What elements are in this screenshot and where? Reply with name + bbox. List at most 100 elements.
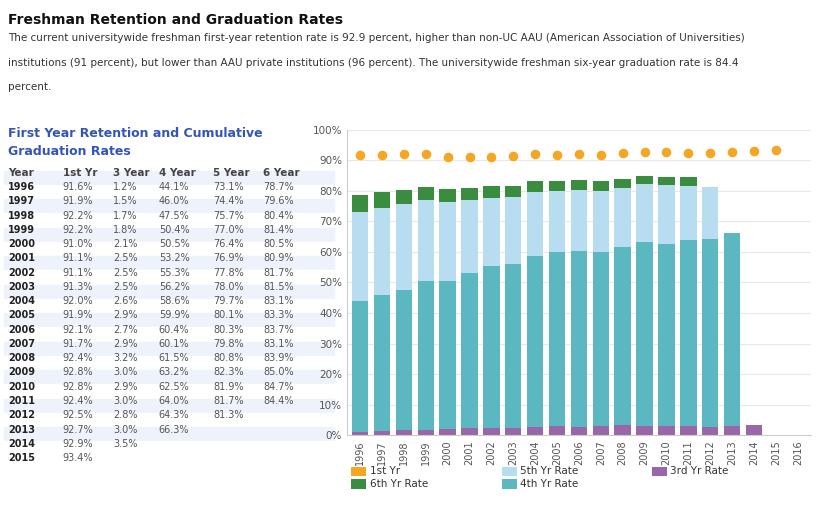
Point bbox=[638, 148, 651, 156]
Bar bbox=[527, 181, 543, 192]
Text: 76.4%: 76.4% bbox=[213, 239, 244, 249]
Bar bbox=[724, 426, 741, 435]
Bar bbox=[374, 208, 390, 295]
Point bbox=[375, 151, 389, 159]
Text: 64.3%: 64.3% bbox=[159, 410, 189, 420]
Bar bbox=[417, 187, 434, 200]
Point bbox=[616, 149, 630, 157]
Bar bbox=[483, 266, 500, 428]
Bar bbox=[440, 429, 456, 435]
Text: 79.8%: 79.8% bbox=[213, 339, 244, 349]
Text: 2012: 2012 bbox=[8, 410, 35, 420]
Bar bbox=[724, 233, 741, 426]
Text: 74.4%: 74.4% bbox=[213, 196, 244, 207]
Bar bbox=[636, 426, 653, 435]
Text: 92.9%: 92.9% bbox=[63, 439, 94, 449]
Text: 61.5%: 61.5% bbox=[159, 353, 190, 363]
Text: 66.3%: 66.3% bbox=[159, 425, 189, 435]
Text: 77.8%: 77.8% bbox=[213, 268, 244, 278]
Text: 1st Yr: 1st Yr bbox=[370, 466, 400, 476]
Bar bbox=[417, 281, 434, 430]
Bar bbox=[593, 191, 609, 251]
Text: 1.7%: 1.7% bbox=[113, 211, 137, 221]
Text: 92.0%: 92.0% bbox=[63, 296, 94, 306]
Bar bbox=[658, 427, 675, 435]
Bar bbox=[614, 426, 631, 435]
Text: 92.4%: 92.4% bbox=[63, 396, 94, 406]
Point bbox=[354, 151, 367, 159]
Bar bbox=[702, 187, 718, 239]
Text: 81.9%: 81.9% bbox=[213, 382, 243, 392]
Text: 78.7%: 78.7% bbox=[263, 182, 294, 192]
Point bbox=[594, 151, 608, 159]
Bar bbox=[395, 290, 412, 430]
Bar bbox=[440, 202, 456, 281]
Text: 2003: 2003 bbox=[8, 282, 35, 292]
Bar bbox=[702, 427, 718, 435]
Bar bbox=[505, 186, 522, 197]
Text: 81.7%: 81.7% bbox=[213, 396, 244, 406]
Bar bbox=[571, 180, 587, 190]
Text: 4th Yr Rate: 4th Yr Rate bbox=[520, 479, 579, 489]
Text: 2015: 2015 bbox=[8, 453, 35, 463]
Text: 81.4%: 81.4% bbox=[263, 225, 293, 235]
Text: 2.9%: 2.9% bbox=[113, 382, 137, 392]
Text: 2.8%: 2.8% bbox=[113, 410, 137, 420]
Bar bbox=[352, 300, 369, 432]
Bar bbox=[461, 188, 477, 201]
Bar bbox=[549, 181, 565, 190]
Bar bbox=[352, 195, 369, 212]
Point bbox=[681, 149, 695, 157]
Text: 3rd Yr Rate: 3rd Yr Rate bbox=[670, 466, 729, 476]
Bar bbox=[549, 252, 565, 427]
Bar bbox=[527, 427, 543, 435]
Text: 46.0%: 46.0% bbox=[159, 196, 189, 207]
Point bbox=[463, 153, 477, 161]
Bar bbox=[395, 190, 412, 204]
Text: 2.5%: 2.5% bbox=[113, 268, 137, 278]
Bar bbox=[614, 179, 631, 188]
Text: 62.5%: 62.5% bbox=[159, 382, 190, 392]
Text: 3.0%: 3.0% bbox=[113, 367, 137, 378]
Bar bbox=[636, 184, 653, 242]
Text: 92.2%: 92.2% bbox=[63, 225, 94, 235]
Text: 91.9%: 91.9% bbox=[63, 196, 93, 207]
Text: 92.7%: 92.7% bbox=[63, 425, 94, 435]
Text: 2008: 2008 bbox=[8, 353, 35, 363]
Text: 91.1%: 91.1% bbox=[63, 268, 93, 278]
Bar bbox=[527, 256, 543, 427]
Text: 2011: 2011 bbox=[8, 396, 35, 406]
Bar bbox=[374, 431, 390, 435]
Text: First Year Retention and Cumulative: First Year Retention and Cumulative bbox=[8, 127, 263, 140]
Text: 83.9%: 83.9% bbox=[263, 353, 293, 363]
Text: 91.9%: 91.9% bbox=[63, 310, 93, 321]
Text: 2001: 2001 bbox=[8, 253, 35, 264]
Text: 2.5%: 2.5% bbox=[113, 253, 137, 264]
Text: 1996: 1996 bbox=[8, 182, 35, 192]
Point bbox=[660, 148, 673, 156]
Text: 3.0%: 3.0% bbox=[113, 396, 137, 406]
Text: 2000: 2000 bbox=[8, 239, 35, 249]
Text: 56.2%: 56.2% bbox=[159, 282, 190, 292]
Bar bbox=[593, 251, 609, 427]
Text: 3.2%: 3.2% bbox=[113, 353, 137, 363]
Point bbox=[572, 150, 585, 158]
Text: 2002: 2002 bbox=[8, 268, 35, 278]
Text: 60.4%: 60.4% bbox=[159, 325, 189, 335]
Point bbox=[441, 153, 454, 161]
Bar bbox=[658, 244, 675, 427]
Text: 2.7%: 2.7% bbox=[113, 325, 137, 335]
Bar bbox=[658, 185, 675, 244]
Text: 76.9%: 76.9% bbox=[213, 253, 244, 264]
Text: 92.1%: 92.1% bbox=[63, 325, 94, 335]
Bar bbox=[395, 430, 412, 435]
Point bbox=[769, 146, 782, 154]
Text: 92.2%: 92.2% bbox=[63, 211, 94, 221]
Text: 93.4%: 93.4% bbox=[63, 453, 93, 463]
Text: 91.7%: 91.7% bbox=[63, 339, 94, 349]
Text: 3 Year: 3 Year bbox=[113, 168, 150, 178]
Text: Year: Year bbox=[8, 168, 34, 178]
Text: 4 Year: 4 Year bbox=[159, 168, 196, 178]
Text: 55.3%: 55.3% bbox=[159, 268, 190, 278]
Text: 5th Yr Rate: 5th Yr Rate bbox=[520, 466, 579, 476]
